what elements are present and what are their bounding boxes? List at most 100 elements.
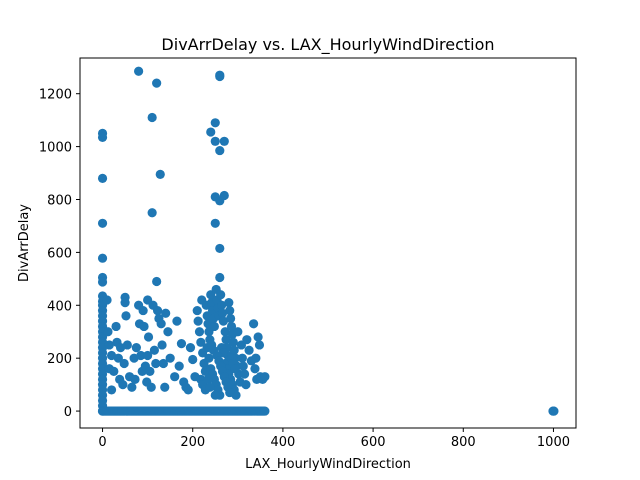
data-point xyxy=(205,382,215,392)
data-point xyxy=(206,127,216,137)
data-point xyxy=(225,387,235,398)
data-point xyxy=(192,305,202,316)
data-point xyxy=(103,327,113,337)
y-axis: 0 200 400 600 800 1000 1200 xyxy=(39,88,80,420)
data-point xyxy=(147,208,157,218)
data-point xyxy=(253,332,263,342)
data-point xyxy=(239,369,250,379)
x-axis-title: LAX_HourlyWindDirection xyxy=(245,457,411,472)
data-point xyxy=(215,71,225,82)
data-point xyxy=(174,361,184,371)
data-point xyxy=(138,305,148,316)
data-point xyxy=(118,380,128,390)
x-axis: 0 200 400 600 800 1000 xyxy=(98,428,570,450)
data-point xyxy=(260,372,270,382)
data-point xyxy=(122,340,132,350)
data-point xyxy=(97,173,108,183)
data-point xyxy=(145,366,155,376)
data-point xyxy=(226,321,237,332)
data-point xyxy=(210,390,220,400)
data-point xyxy=(176,339,187,349)
x-tick-label: 400 xyxy=(270,435,295,450)
data-point xyxy=(131,343,141,353)
data-point xyxy=(102,295,112,305)
data-point xyxy=(254,340,265,350)
y-tick-label: 200 xyxy=(47,352,72,367)
data-point xyxy=(143,332,154,342)
data-point xyxy=(228,337,238,347)
plot-frame xyxy=(79,57,577,429)
data-point xyxy=(111,321,121,332)
data-point xyxy=(161,308,171,318)
data-point xyxy=(185,343,196,353)
data-point xyxy=(172,316,182,326)
data-point xyxy=(158,358,169,369)
data-point xyxy=(152,276,162,287)
data-point xyxy=(109,366,119,376)
data-point xyxy=(193,316,203,326)
x-tick-label: 800 xyxy=(451,435,476,450)
data-point xyxy=(215,243,225,254)
data-point xyxy=(134,66,144,76)
data-point xyxy=(230,364,240,374)
data-point xyxy=(260,406,270,416)
data-point xyxy=(221,335,231,345)
data-point xyxy=(183,385,193,395)
data-point xyxy=(120,298,130,308)
data-point xyxy=(226,313,236,324)
data-point xyxy=(157,340,167,350)
data-point xyxy=(136,350,146,361)
data-point xyxy=(229,345,239,355)
data-point xyxy=(121,311,131,321)
data-point xyxy=(155,169,165,179)
data-point xyxy=(210,136,220,146)
data-point xyxy=(210,218,220,228)
data-point xyxy=(251,353,261,363)
data-point xyxy=(204,353,214,363)
data-point xyxy=(215,145,225,156)
x-tick-label: 0 xyxy=(98,435,106,450)
data-point xyxy=(249,319,259,329)
y-tick-label: 600 xyxy=(47,246,72,261)
data-point xyxy=(238,361,248,371)
x-tick-label: 600 xyxy=(361,435,386,450)
data-point xyxy=(152,78,162,88)
data-point xyxy=(143,350,153,361)
data-point xyxy=(215,272,225,283)
data-point xyxy=(250,364,260,374)
data-point xyxy=(203,374,213,384)
chart-title: DivArrDelay vs. LAX_HourlyWindDirection xyxy=(161,35,494,55)
y-tick-label: 1000 xyxy=(39,141,72,156)
data-point xyxy=(104,340,114,350)
data-point xyxy=(216,290,226,300)
data-point xyxy=(163,327,173,337)
y-tick-label: 1200 xyxy=(39,88,72,103)
data-point xyxy=(127,382,137,392)
data-point xyxy=(194,327,205,337)
data-point xyxy=(218,316,228,326)
data-point xyxy=(149,345,159,355)
data-points xyxy=(97,66,559,416)
data-point xyxy=(209,321,219,332)
data-point xyxy=(97,218,108,228)
data-point xyxy=(165,353,175,363)
data-point xyxy=(151,358,161,369)
data-point xyxy=(220,327,230,337)
data-point xyxy=(224,298,234,308)
data-point xyxy=(97,253,108,263)
data-point xyxy=(210,118,220,128)
data-point xyxy=(216,300,227,310)
data-point xyxy=(106,385,117,395)
data-point xyxy=(233,327,243,337)
data-point xyxy=(237,353,247,363)
x-tick-label: 1000 xyxy=(537,435,570,450)
data-point xyxy=(241,380,251,390)
data-point xyxy=(170,372,180,382)
y-tick-label: 800 xyxy=(47,193,72,208)
data-point xyxy=(139,321,149,332)
data-point xyxy=(219,190,229,201)
data-point xyxy=(156,319,166,329)
data-point xyxy=(225,305,235,316)
